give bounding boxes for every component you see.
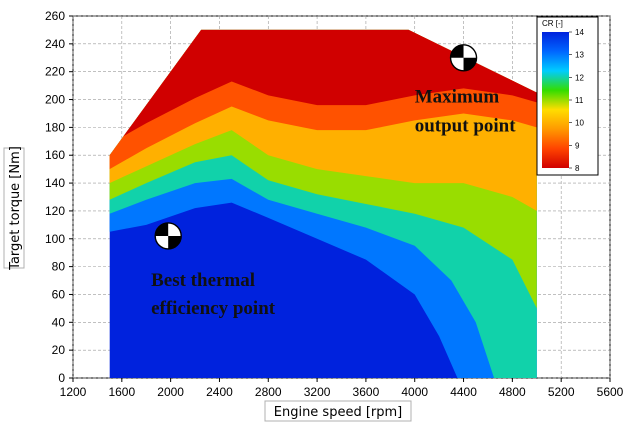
x-tick-label: 3600 <box>353 385 380 399</box>
legend-tick-label: 14 <box>575 28 584 37</box>
colorbar-legend: CR [-] 8 9 10 11 12 13 14 <box>537 17 598 175</box>
annotation-label: Best thermal <box>151 270 255 291</box>
best-thermal-efficiency-point-marker <box>155 223 181 249</box>
y-axis-ticks: 0 20 40 60 80 100 120 140 160 180 200 220 240 260 <box>45 9 73 385</box>
legend-tick-label: 13 <box>575 51 584 60</box>
x-tick-label: 5200 <box>548 385 575 399</box>
y-tick-label: 120 <box>45 204 65 218</box>
x-tick-label: 3200 <box>304 385 331 399</box>
y-tick-label: 160 <box>45 148 65 162</box>
x-axis-title: Engine speed [rpm] <box>274 405 403 420</box>
legend-tick-label: 8 <box>575 164 580 173</box>
legend-tick-label: 9 <box>575 141 580 150</box>
y-axis-title: Target torque [Nm] <box>8 146 23 271</box>
x-tick-label: 4400 <box>450 385 477 399</box>
x-tick-label: 4000 <box>401 385 428 399</box>
y-tick-label: 220 <box>45 65 65 79</box>
legend-tick-label: 11 <box>575 96 584 105</box>
x-tick-label: 1200 <box>60 385 87 399</box>
legend-tick-label: 12 <box>575 73 584 82</box>
y-tick-label: 0 <box>58 371 65 385</box>
maximum-output-point-marker <box>451 45 477 71</box>
annotation-label: efficiency point <box>151 298 276 319</box>
y-tick-label: 140 <box>45 176 65 190</box>
y-tick-label: 180 <box>45 120 65 134</box>
x-tick-label: 4800 <box>499 385 526 399</box>
x-axis-ticks: 1200 1600 2000 2400 2800 3200 3600 4000 4400 4800… <box>60 378 624 399</box>
x-tick-label: 2400 <box>206 385 233 399</box>
legend-tick-label: 10 <box>575 119 584 128</box>
annotation-label: Maximum <box>415 86 500 107</box>
y-tick-label: 240 <box>45 37 65 51</box>
x-tick-label: 1600 <box>108 385 135 399</box>
y-tick-label: 200 <box>45 93 65 107</box>
y-tick-label: 60 <box>52 287 66 301</box>
x-tick-label: 2800 <box>255 385 282 399</box>
y-tick-label: 260 <box>45 9 65 23</box>
y-tick-label: 20 <box>52 343 66 357</box>
y-tick-label: 80 <box>52 260 66 274</box>
legend-title: CR [-] <box>542 19 563 28</box>
y-tick-label: 100 <box>45 232 65 246</box>
x-tick-label: 5600 <box>597 385 624 399</box>
legend-colorbar <box>542 32 569 168</box>
y-tick-label: 40 <box>52 315 66 329</box>
annotation-label: output point <box>415 116 517 137</box>
x-tick-label: 2000 <box>157 385 184 399</box>
